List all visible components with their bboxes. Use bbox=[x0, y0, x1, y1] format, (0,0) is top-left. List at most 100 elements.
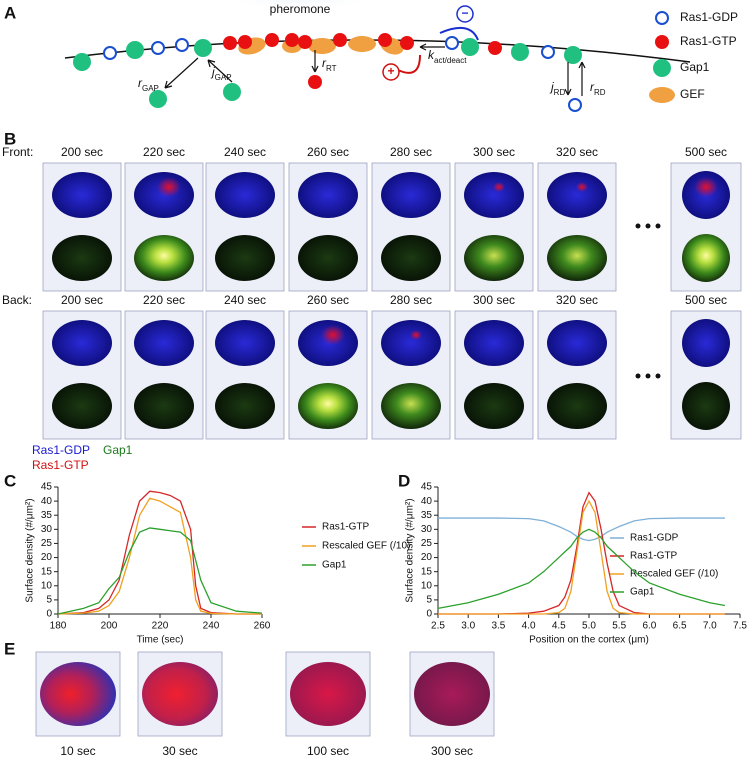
y-tick-label: 45 bbox=[421, 482, 433, 493]
gef bbox=[308, 38, 336, 54]
legend-label: Ras1-GDP bbox=[680, 10, 738, 24]
x-axis-label: Time (sec) bbox=[137, 635, 184, 646]
y-tick-label: 35 bbox=[41, 510, 53, 521]
y-tick-label: 10 bbox=[421, 580, 433, 591]
time-label: 280 sec bbox=[390, 293, 432, 307]
ras1-gdp bbox=[103, 46, 117, 60]
ras1-gtp bbox=[400, 36, 414, 50]
legend-label: Rescaled GEF (/10) bbox=[630, 569, 718, 580]
rate-symbol: k bbox=[428, 48, 435, 62]
ras-cell bbox=[298, 172, 358, 218]
gap1 bbox=[564, 46, 582, 64]
series-line bbox=[437, 528, 726, 609]
time-label: 220 sec bbox=[143, 145, 185, 159]
ras1-gtp bbox=[298, 35, 312, 49]
rate-symbol: r bbox=[138, 76, 143, 90]
ras-spot bbox=[576, 182, 588, 192]
ras1-gdp bbox=[541, 45, 555, 59]
x-tick-label: 6.5 bbox=[673, 621, 687, 632]
time-label: 260 sec bbox=[307, 145, 349, 159]
legend-label: Ras1-GTP bbox=[630, 551, 678, 562]
ras1-gdp bbox=[445, 36, 459, 50]
y-axis-label: Surface density (#/μm²) bbox=[405, 498, 416, 602]
gap1-cell bbox=[381, 383, 441, 429]
sign-ring bbox=[382, 63, 400, 81]
time-label: 10 sec bbox=[60, 744, 95, 758]
y-tick-label: 40 bbox=[41, 496, 53, 507]
y-tick-label: 15 bbox=[41, 566, 53, 577]
ras-cell bbox=[142, 662, 218, 726]
pheromone-label: pheromone bbox=[270, 2, 331, 16]
time-label: 260 sec bbox=[307, 293, 349, 307]
gap1-cell bbox=[52, 383, 112, 429]
series-line bbox=[438, 499, 725, 615]
row-label: Front: bbox=[2, 145, 33, 159]
x-axis-label: Position on the cortex (μm) bbox=[529, 635, 649, 646]
rate-label: kact/deact bbox=[428, 48, 467, 65]
negative-sign: − bbox=[461, 6, 468, 20]
legend-swatch bbox=[655, 11, 669, 25]
ras-cell bbox=[381, 320, 441, 366]
series-line bbox=[438, 517, 725, 542]
ras-spot bbox=[694, 177, 718, 197]
gap1 bbox=[126, 41, 144, 59]
x-tick-label: 4.5 bbox=[552, 621, 566, 632]
rate-arrows bbox=[164, 43, 586, 96]
ras1-gtp bbox=[488, 41, 502, 55]
ras-cell bbox=[464, 172, 524, 218]
ras-cell bbox=[134, 320, 194, 366]
time-label: 300 sec bbox=[431, 744, 473, 758]
x-tick-label: 240 bbox=[203, 621, 220, 632]
ras1-gtp bbox=[308, 75, 322, 89]
time-label: 240 sec bbox=[224, 293, 266, 307]
ras-cell bbox=[52, 172, 112, 218]
y-tick-label: 40 bbox=[421, 496, 433, 507]
rate-symbol: r bbox=[590, 80, 595, 94]
axes bbox=[57, 487, 262, 615]
rate-label: rRD bbox=[590, 80, 606, 97]
panel-label: A bbox=[4, 3, 16, 22]
ras1-gdp bbox=[175, 38, 189, 52]
legend-label: Ras1-GDP bbox=[32, 443, 90, 457]
ras1-gtp bbox=[378, 33, 392, 47]
gap1-cell bbox=[464, 235, 524, 281]
y-tick-label: 35 bbox=[421, 510, 433, 521]
rate-symbol: r bbox=[322, 56, 327, 70]
time-label: 300 sec bbox=[473, 145, 515, 159]
gap1-cell bbox=[682, 382, 730, 430]
gap1-cell bbox=[215, 235, 275, 281]
ras1-gtp bbox=[265, 33, 279, 47]
x-tick-label: 5.0 bbox=[582, 621, 596, 632]
series-line bbox=[57, 490, 262, 615]
feedback-arrow bbox=[439, 26, 479, 41]
ras-spot bbox=[157, 177, 181, 197]
gap1-cell bbox=[298, 383, 358, 429]
y-tick-label: 20 bbox=[421, 552, 433, 563]
time-label: 220 sec bbox=[143, 293, 185, 307]
time-label: 30 sec bbox=[162, 744, 197, 758]
gap1 bbox=[511, 43, 529, 61]
pheromone-glow bbox=[220, 0, 380, 30]
x-tick-label: 220 bbox=[152, 621, 169, 632]
molecules bbox=[73, 33, 582, 112]
x-tick-label: 6.0 bbox=[642, 621, 656, 632]
time-label: 320 sec bbox=[556, 145, 598, 159]
ras-cell bbox=[290, 662, 366, 726]
ras1-gtp bbox=[223, 36, 237, 50]
panel-label: C bbox=[4, 471, 16, 490]
gap1 bbox=[194, 39, 212, 57]
gap1-cell bbox=[547, 383, 607, 429]
ras-spot bbox=[493, 182, 505, 192]
y-tick-label: 30 bbox=[421, 524, 433, 535]
y-axis-label: Surface density (#/μm²) bbox=[25, 498, 36, 602]
ras-cell bbox=[381, 172, 441, 218]
axes bbox=[437, 487, 740, 615]
legend-a: Ras1-GDP Ras1-GTP Gap1 GEF bbox=[649, 10, 738, 103]
gap1-cell bbox=[134, 235, 194, 281]
rate-subscript: RD bbox=[554, 88, 566, 97]
x-tick-label: 7.0 bbox=[703, 621, 717, 632]
ellipsis bbox=[635, 223, 661, 379]
time-label: 200 sec bbox=[61, 145, 103, 159]
